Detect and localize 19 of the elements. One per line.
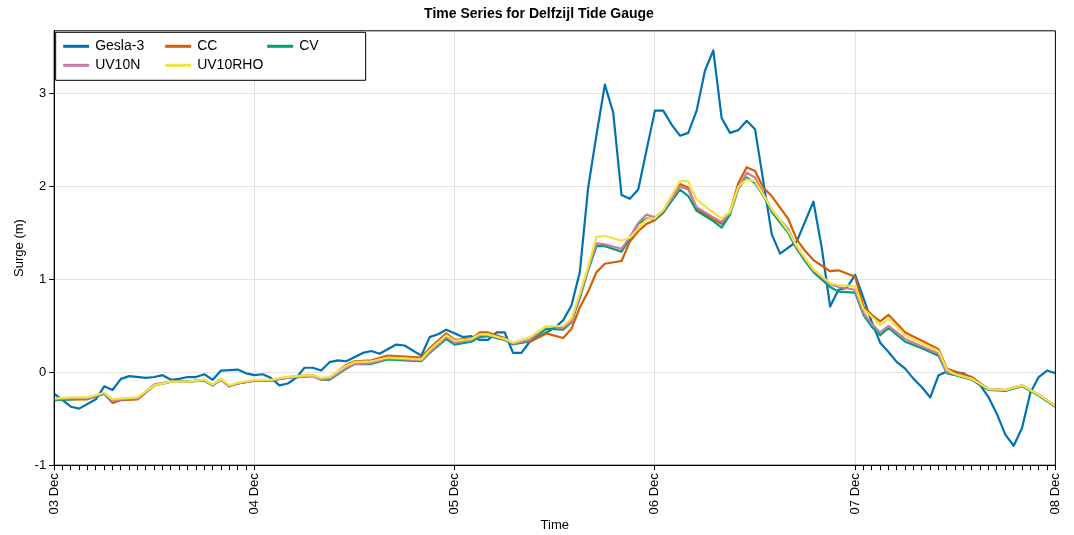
- legend-label: Gesla-3: [95, 37, 145, 54]
- legend-label: UV10N: [95, 56, 141, 73]
- legend-label: CC: [197, 37, 218, 54]
- y-tick-label: 2: [38, 178, 47, 194]
- legend-label: UV10RHO: [197, 56, 264, 73]
- x-tick-label: 08 Dec: [1046, 472, 1062, 515]
- x-tick-label: 05 Dec: [446, 472, 462, 515]
- x-tick-label: 07 Dec: [846, 472, 862, 515]
- y-tick-label: 0: [38, 363, 47, 379]
- y-tick-label: 1: [38, 271, 47, 287]
- legend-label: CV: [299, 37, 320, 54]
- x-tick-label: 03 Dec: [45, 472, 61, 515]
- x-tick-label: 04 Dec: [245, 472, 261, 515]
- y-tick-label: -1: [34, 456, 47, 472]
- x-tick-label: 06 Dec: [646, 472, 662, 515]
- x-axis-title: Time: [540, 516, 569, 532]
- chart-title: Time Series for Delfzijl Tide Gauge: [424, 5, 655, 22]
- y-tick-label: 3: [38, 85, 47, 101]
- y-axis-title: Surge (m): [11, 219, 27, 277]
